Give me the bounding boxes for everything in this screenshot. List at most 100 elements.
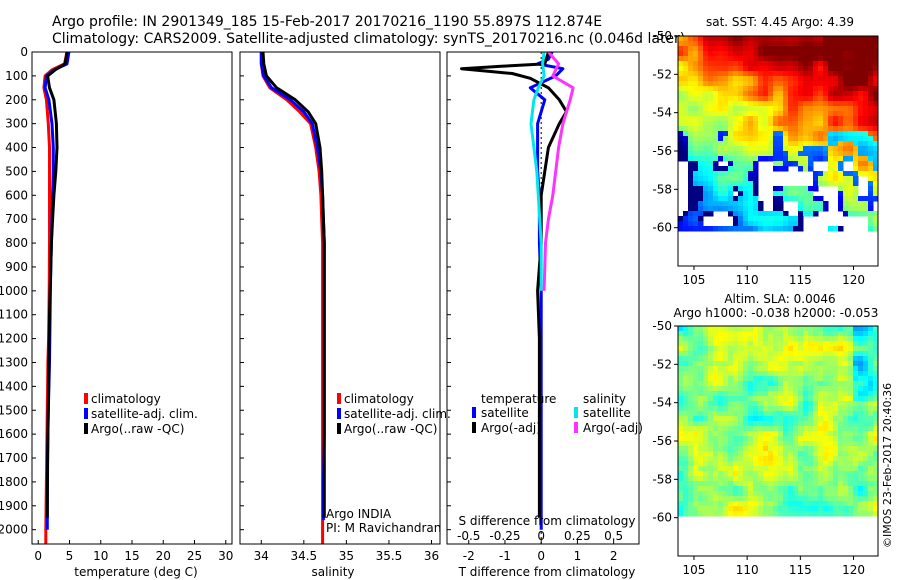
sst-map-cell xyxy=(853,46,859,52)
sst-map-cell xyxy=(833,51,839,57)
sla-map-cell xyxy=(833,411,839,417)
sst-lon-label: 110 xyxy=(736,273,759,287)
sst-map-cell xyxy=(733,51,739,57)
sla-map-cell xyxy=(828,481,834,487)
sla-map-cell xyxy=(723,471,729,477)
sla-map-cell xyxy=(813,421,819,427)
sst-map-cell xyxy=(853,61,859,67)
sst-map-cell xyxy=(868,161,874,167)
sla-map-cell xyxy=(868,356,874,362)
sst-map-cell xyxy=(738,176,744,182)
sst-map-cell xyxy=(763,96,769,102)
difference-xtick-label: -2 xyxy=(463,549,475,563)
sla-map-cell xyxy=(683,351,689,357)
sst-map-cell xyxy=(688,151,694,157)
sla-map-cell xyxy=(683,326,689,332)
sst-map-cell xyxy=(708,91,714,97)
sla-map-cell xyxy=(848,361,854,367)
sst-map-cell xyxy=(848,201,854,207)
sst-map-cell xyxy=(693,221,699,227)
sst-map-cell xyxy=(823,151,829,157)
sla-map-cell xyxy=(833,506,839,512)
sla-map-cell xyxy=(863,471,869,477)
sla-map-cell xyxy=(793,471,799,477)
sst-map-cell xyxy=(758,126,764,132)
sla-map-cell xyxy=(848,396,854,402)
sst-map-cell xyxy=(763,151,769,157)
sla-map-cell xyxy=(778,381,784,387)
sst-map-cell xyxy=(738,226,744,232)
sla-map-cell xyxy=(783,401,789,407)
sla-map-cell xyxy=(818,466,824,472)
sst-map-cell xyxy=(768,216,774,222)
sst-map-cell xyxy=(838,76,844,82)
sst-map-cell xyxy=(778,206,784,212)
sst-map-cell xyxy=(698,166,704,172)
sst-map-cell xyxy=(828,91,834,97)
sst-map-cell xyxy=(768,46,774,52)
sst-map-cell xyxy=(738,86,744,92)
sst-map-cell xyxy=(863,96,869,102)
legend-heading-salinity: salinity xyxy=(583,392,626,406)
sst-map-cell xyxy=(848,86,854,92)
temperature-panel: 0100200300400500600700800900100011001200… xyxy=(0,45,233,579)
sst-map-cell xyxy=(753,146,759,152)
sst-map-cell xyxy=(718,166,724,172)
sla-map-cell xyxy=(803,451,809,457)
sst-map-cell xyxy=(753,166,759,172)
sla-map-cell xyxy=(703,376,709,382)
sla-map-cell xyxy=(733,436,739,442)
sla-map-cell xyxy=(738,381,744,387)
sla-map-cell xyxy=(803,416,809,422)
sla-map-cell xyxy=(828,396,834,402)
sla-map-cell xyxy=(818,386,824,392)
sla-map-cell xyxy=(788,491,794,497)
sst-map-cell xyxy=(803,76,809,82)
sla-map-cell xyxy=(713,486,719,492)
sla-map-cell xyxy=(863,491,869,497)
sla-map-cell xyxy=(718,396,724,402)
sst-map-cell xyxy=(703,136,709,142)
sst-map-cell xyxy=(868,56,874,62)
sst-map-cell xyxy=(708,46,714,52)
sla-map-cell xyxy=(853,491,859,497)
sla-map-cell xyxy=(763,341,769,347)
sst-map-cell xyxy=(743,46,749,52)
sst-map-cell xyxy=(818,176,824,182)
sst-map-cell xyxy=(788,126,794,132)
sla-map-cell xyxy=(858,486,864,492)
sst-map-cell xyxy=(788,136,794,142)
sla-map-cell xyxy=(758,471,764,477)
sst-map-cell xyxy=(733,121,739,127)
sst-map-cell xyxy=(698,81,704,87)
sla-map-cell xyxy=(798,386,804,392)
sst-map-cell xyxy=(703,61,709,67)
sla-map-cell xyxy=(763,481,769,487)
sla-map-cell xyxy=(748,361,754,367)
sst-map-cell xyxy=(843,51,849,57)
sla-map-cell xyxy=(728,416,734,422)
sla-map-cell xyxy=(833,331,839,337)
sst-map-cell xyxy=(818,71,824,77)
sla-map-cell xyxy=(688,461,694,467)
sla-map-cell xyxy=(768,371,774,377)
sla-map-cell xyxy=(833,496,839,502)
sst-map-cell xyxy=(693,226,699,232)
sst-map-cell xyxy=(853,81,859,87)
sst-map-cell xyxy=(678,146,684,152)
sla-map-cell xyxy=(808,501,814,507)
sst-map-cell xyxy=(763,221,769,227)
sst-map-cell xyxy=(758,41,764,47)
sla-map-cell xyxy=(803,396,809,402)
sst-map-cell xyxy=(763,71,769,77)
sst-map-cell xyxy=(748,101,754,107)
sla-map-cell xyxy=(833,386,839,392)
legend-label-temp-satellite: satellite xyxy=(481,406,529,420)
sst-map-cell xyxy=(708,176,714,182)
sst-map-cell xyxy=(848,156,854,162)
sla-map-cell xyxy=(778,461,784,467)
sla-map-cell xyxy=(738,346,744,352)
sla-map-cell xyxy=(778,336,784,342)
sla-map-cell xyxy=(678,446,684,452)
sla-map-cell xyxy=(723,406,729,412)
